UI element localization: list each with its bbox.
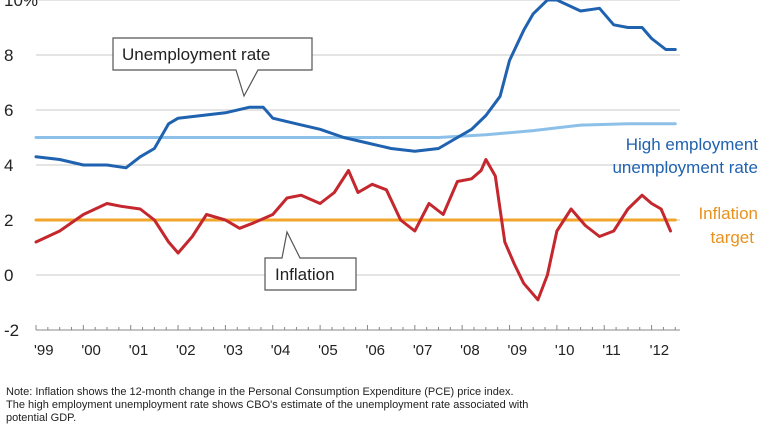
chart-note: Note: Inflation shows the 12-month chang… (6, 386, 762, 425)
inflation-callout-box (264, 230, 357, 291)
x-tick-label: '07 (413, 342, 433, 359)
inflation-target-label-line2: target (711, 228, 755, 247)
x-tick-label: '11 (602, 342, 620, 359)
x-tick-label: '12 (650, 342, 670, 359)
unemployment-callout-label: Unemployment rate (122, 45, 270, 64)
x-tick-label: '10 (555, 342, 575, 359)
inflation-callout-label: Inflation (275, 265, 335, 284)
high-employment-label-line2: unemployment rate (612, 158, 758, 177)
high-employment-label-line1: High employment (626, 135, 759, 154)
x-tick-label: '00 (81, 342, 101, 359)
x-tick-label: '02 (176, 342, 196, 359)
x-tick-label: '01 (129, 342, 149, 359)
y-tick-label: 0 (4, 266, 13, 285)
x-tick-label: '04 (271, 342, 291, 359)
x-axis: '99 '00 '01 '02 '03 '04 '05 '06 '07 '08 '09 '10 '11 '… (34, 325, 680, 359)
x-tick-label: '03 (223, 342, 243, 359)
y-tick-label: 4 (4, 156, 13, 175)
inflation-target-label-line1: Inflation (698, 204, 758, 223)
y-tick-label: 10% (4, 0, 38, 10)
note-line-1: Note: Inflation shows the 12-month chang… (6, 386, 514, 398)
chart-area: -2 0 2 4 6 8 10% '99 '00 '01 '02 '03 '04 '05 '06 '07 '0… (4, 0, 759, 359)
x-tick-label: '99 (34, 342, 54, 359)
y-tick-label: 6 (4, 101, 13, 120)
unemployment-callout-box (112, 37, 313, 98)
y-tick-label: 2 (4, 211, 13, 230)
y-tick-label: -2 (4, 321, 19, 340)
x-tick-label: '08 (460, 342, 480, 359)
series-line-high-employment-unemployment-rate (34, 122, 677, 139)
y-axis: -2 0 2 4 6 8 10% (4, 0, 38, 340)
x-tick-label: '06 (365, 342, 385, 359)
series (34, 0, 677, 302)
y-tick-label: 8 (4, 46, 13, 65)
x-tick-label: '05 (318, 342, 338, 359)
x-tick-label: '09 (508, 342, 528, 359)
series-line-unemployment-rate (34, 0, 677, 170)
unemployment-callout: Unemployment rate (112, 37, 313, 98)
inflation-callout: Inflation (264, 230, 357, 291)
series-line-inflation (34, 158, 672, 302)
note-line-3: potential GDP. (6, 412, 77, 424)
note-line-2: The high employment unemployment rate sh… (6, 399, 529, 411)
